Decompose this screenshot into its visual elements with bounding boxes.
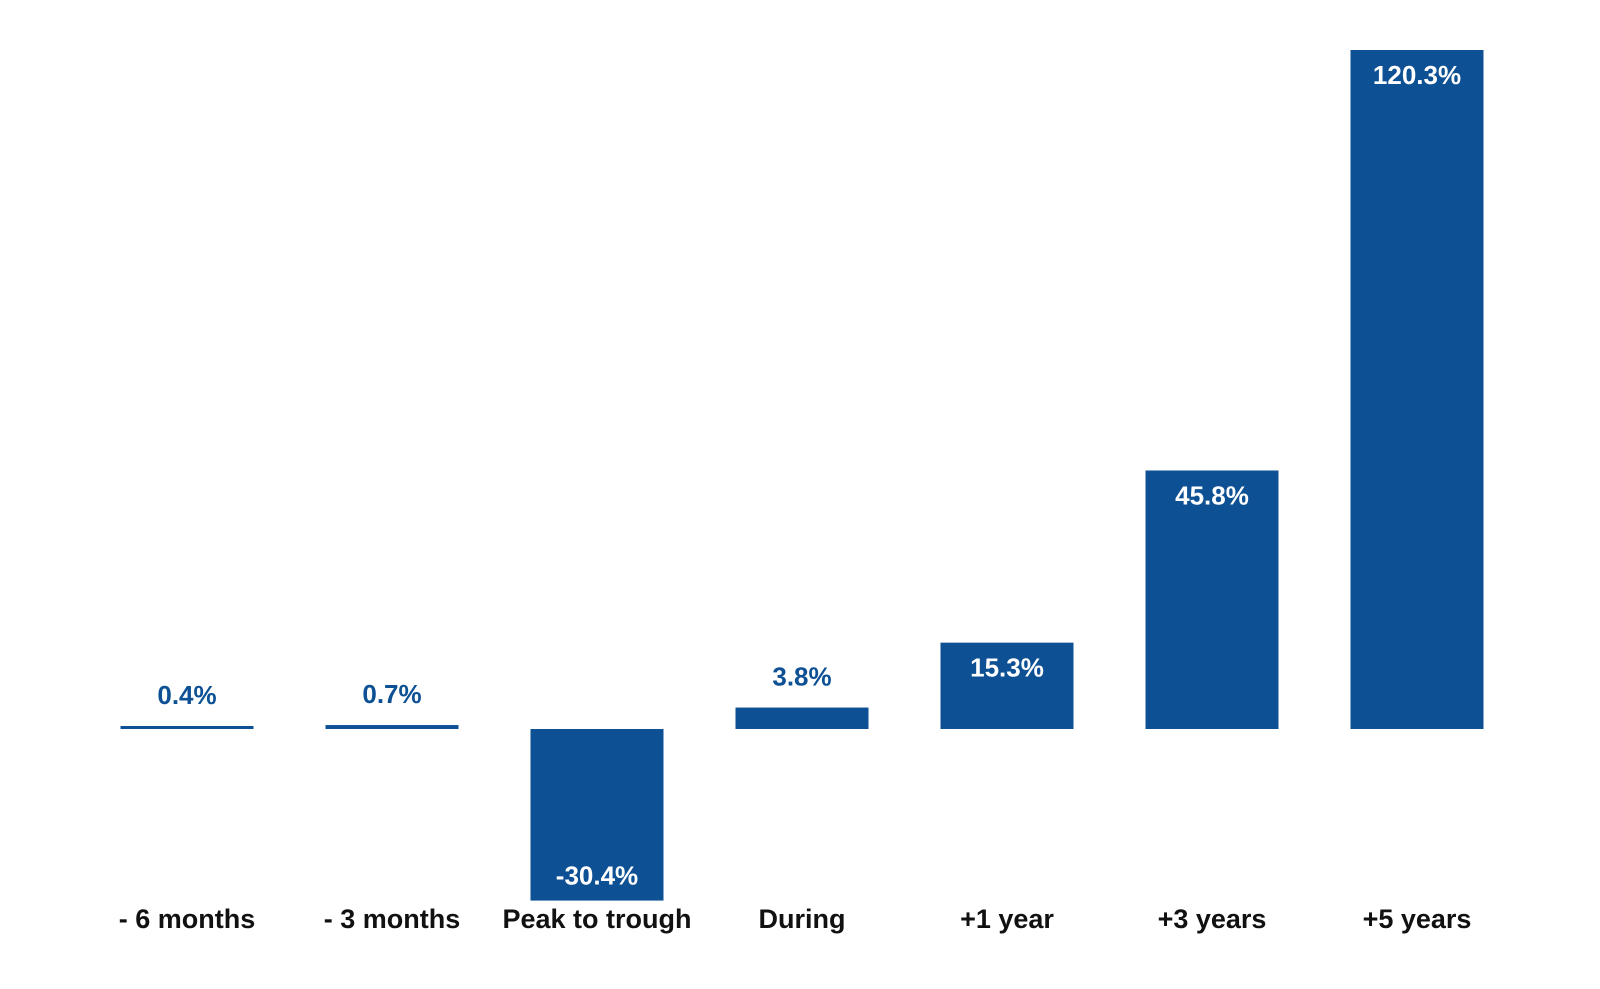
category-tick-label: - 3 months — [324, 904, 461, 934]
bar-during — [735, 707, 869, 729]
category-tick-label: +1 year — [960, 904, 1054, 934]
category-labels-layer: - 6 months - 3 months Peak to trough During… — [119, 904, 1472, 934]
data-label: 15.3% — [970, 653, 1044, 683]
data-label: 45.8% — [1175, 480, 1249, 510]
bars-layer — [120, 50, 1484, 901]
category-tick-label: During — [759, 904, 846, 934]
bar-1-year — [940, 642, 1074, 729]
bar-6-months — [120, 726, 254, 729]
data-label: 0.4% — [157, 680, 216, 710]
category-tick-label: +3 years — [1158, 904, 1267, 934]
category-tick-label: - 6 months — [119, 904, 256, 934]
category-tick-label: Peak to trough — [502, 904, 691, 934]
data-label: 0.7% — [362, 679, 421, 709]
value-labels-layer: 0.4% 0.7% -30.4% 3.8% 15.3% 45.8% 120.3% — [157, 60, 1461, 891]
bar-peak-to-trough — [530, 729, 664, 901]
bar-3-years — [1145, 470, 1279, 729]
data-label: -30.4% — [556, 861, 638, 891]
data-label: 3.8% — [772, 662, 831, 692]
data-label: 120.3% — [1373, 60, 1461, 90]
bar-5-years — [1350, 50, 1484, 729]
category-tick-label: +5 years — [1363, 904, 1472, 934]
bar-3-months — [325, 725, 459, 729]
